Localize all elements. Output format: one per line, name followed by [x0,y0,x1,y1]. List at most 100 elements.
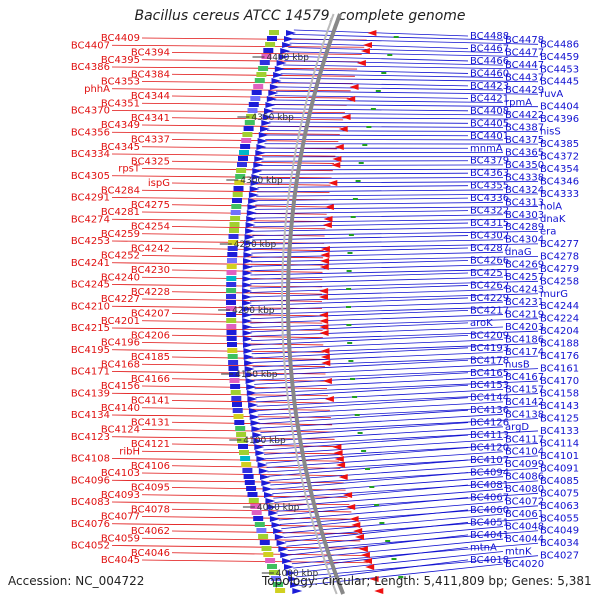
right-gene-label: BC4387 [505,122,544,133]
right-gene-label: BC4338 [505,172,544,183]
right-leader-line [254,206,539,210]
right-gene-label: BC4385 [540,139,579,150]
forward-gene-arrow [269,84,280,90]
gene-category-block [240,144,251,149]
right-gene-label: BC4067 [470,492,509,503]
gene-category-block [226,288,237,293]
right-gene-label: BC4051 [470,517,509,528]
forward-gene-arrow [245,222,256,228]
left-gene-label: BC4274 [71,214,110,225]
reverse-gene-arrow [332,156,342,162]
reverse-gene-arrow [358,546,368,552]
right-gene-label: holA [540,201,562,212]
right-leader-line [250,280,539,289]
right-gene-label: BC4350 [505,160,544,171]
right-leader-line [286,526,504,547]
right-leader-line [280,505,539,525]
accession-label: Accession: NC_004722 [8,574,145,588]
right-leader-line [253,364,504,377]
left-gene-label: BC4252 [101,251,140,262]
left-gene-label: BC4341 [131,113,170,124]
forward-gene-arrow [256,456,267,462]
tick-dot [366,126,372,128]
forward-gene-arrow [282,558,293,564]
reverse-gene-arrow [328,180,338,186]
left-leader-line [171,269,323,273]
right-leader-line [258,409,469,425]
reverse-gene-arrow [334,456,344,462]
gene-category-block [238,156,248,161]
reverse-gene-arrow [338,474,348,480]
right-gene-label: BC4178 [470,355,509,366]
right-leader-line [275,90,539,95]
right-leader-line [255,201,504,206]
reverse-gene-arrow [360,48,370,54]
gene-category-block [248,498,259,503]
right-gene-label: BC4217 [470,305,509,316]
left-gene-label: BC4215 [71,323,110,334]
forward-gene-arrow [250,180,261,186]
gene-category-block [230,216,241,221]
right-gene-label: BC4302 [470,231,509,242]
right-leader-line [255,380,539,394]
forward-gene-arrow [280,552,291,558]
right-leader-line [260,164,504,167]
tick-dot [358,162,364,164]
right-leader-line [271,108,469,112]
forward-gene-arrow [282,42,293,48]
gene-category-block [231,204,242,209]
forward-gene-arrow [245,378,256,384]
left-gene-label: BC4196 [101,338,140,349]
right-gene-label: BC4126 [470,418,509,429]
right-leader-line [267,455,539,473]
right-gene-label: BC4018 [470,555,509,566]
right-gene-label: BC4091 [540,463,579,474]
gene-category-block [251,90,262,95]
right-gene-label: BC4405 [470,118,509,129]
forward-gene-arrow [243,348,254,354]
left-gene-label: BC4334 [71,149,110,160]
tick-dot [398,576,404,578]
right-gene-label: BC4144 [470,393,509,404]
right-gene-label: BC4101 [540,451,579,462]
right-gene-label: BC4315 [470,218,509,229]
right-leader-line [281,68,469,74]
gene-category-block [251,510,262,515]
right-gene-label: BC4193 [470,343,509,354]
forward-gene-arrow [266,504,277,510]
tick-dot [365,468,370,470]
gene-category-block [243,474,254,479]
right-gene-label: BC4072 [505,497,544,508]
left-gene-label: BC4227 [101,294,140,305]
right-leader-line [253,368,539,381]
forward-gene-arrow [243,258,253,264]
reverse-gene-arrow [319,330,329,336]
forward-gene-arrow [278,546,289,552]
gene-category-block [241,138,252,143]
gene-category-block [226,270,237,275]
right-gene-label: BC4055 [540,513,579,524]
forward-gene-arrow [242,306,252,312]
right-gene-label: BC4278 [540,251,579,262]
reverse-gene-arrow [319,324,329,330]
forward-gene-arrow [256,144,267,150]
gene-category-block [229,372,239,377]
gene-category-block [228,366,239,371]
tick-dot [347,252,353,254]
right-leader-line [265,138,504,141]
left-gene-label: BC4106 [131,461,170,472]
gene-category-block [232,198,242,203]
gene-category-block [275,588,286,593]
tick-dot [350,378,355,380]
right-leader-line [251,239,504,245]
right-leader-line [256,189,504,193]
gene-category-block [232,192,243,197]
reverse-gene-arrow [319,318,329,324]
reverse-gene-arrow [369,576,379,582]
reverse-gene-arrow [332,444,342,450]
kbp-tick-label: 4050 kbp [257,503,300,513]
gene-category-block [242,132,253,137]
gene-category-block [246,114,257,119]
forward-gene-arrow [284,36,294,42]
gene-category-block [226,306,236,311]
